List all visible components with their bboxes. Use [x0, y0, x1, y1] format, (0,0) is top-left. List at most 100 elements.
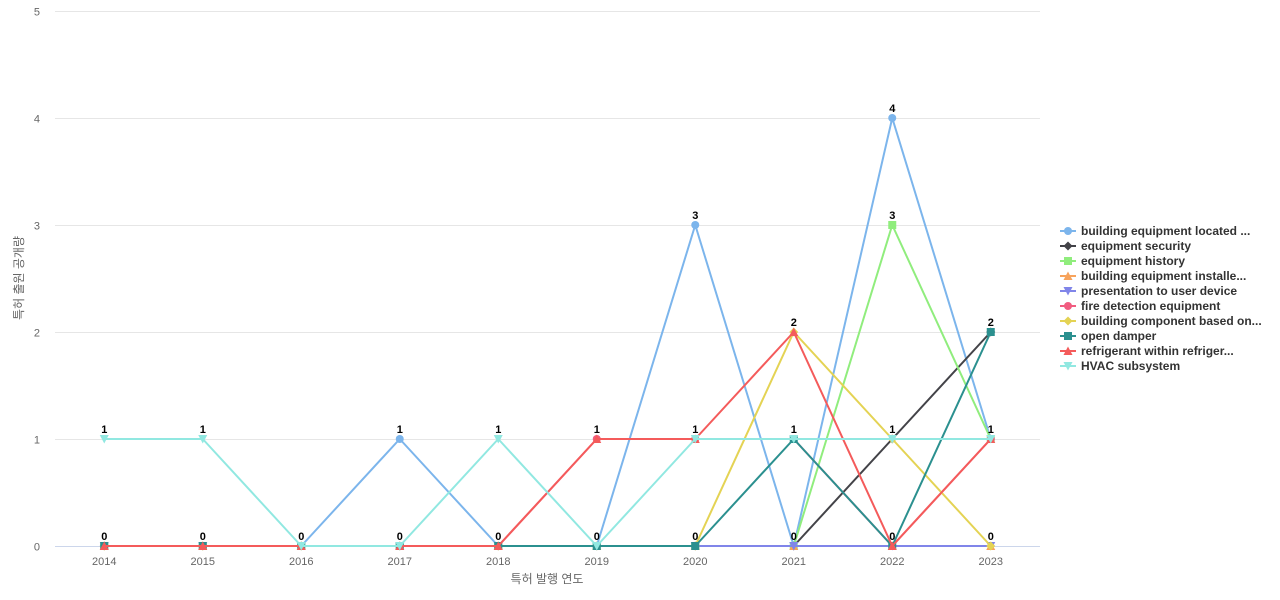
legend-item: HVAC subsystem [1060, 359, 1180, 373]
data-label: 0 [988, 531, 994, 543]
data-point [986, 328, 995, 336]
data-label: 3 [889, 210, 895, 222]
y-axis-title: 특허 출원 공개량 [12, 236, 26, 320]
y-tick-label: 1 [34, 435, 40, 447]
data-point [592, 434, 602, 443]
data-label: 1 [594, 424, 600, 436]
data-label: 0 [397, 531, 403, 543]
data-point [395, 542, 405, 551]
series-lines [99, 114, 996, 551]
data-label: 3 [692, 210, 698, 222]
legend-marker [1064, 257, 1072, 265]
legend-label: HVAC subsystem [1081, 359, 1180, 373]
data-point [789, 327, 799, 336]
data-point [198, 541, 208, 550]
legend: building equipment located ...equipment … [1060, 224, 1262, 373]
data-label: 1 [101, 424, 107, 436]
legend-item: presentation to user device [1060, 284, 1237, 298]
data-point [99, 541, 109, 550]
data-label: 0 [495, 531, 501, 543]
x-tick-label: 2023 [979, 556, 1003, 568]
data-point [690, 435, 700, 444]
legend-item: building component based on... [1060, 314, 1262, 328]
data-point [198, 435, 208, 444]
legend-item: equipment history [1060, 254, 1185, 268]
y-axis-ticks: 0 1 2 3 4 5 [34, 7, 40, 554]
data-point [986, 435, 996, 444]
data-point [493, 435, 503, 444]
legend-marker [1064, 302, 1072, 310]
data-labels: 1 0 1 0 0 1 0 1 0 1 0 3 0 2 0 4 0 2 0 1 1 3 1 1 [101, 103, 994, 543]
legend-marker [1063, 287, 1073, 296]
x-tick-label: 2017 [388, 556, 412, 568]
data-point [789, 435, 799, 444]
data-label: 0 [298, 531, 304, 543]
legend-marker [1063, 346, 1073, 355]
x-axis-title: 특허 발행 연도 [511, 571, 584, 586]
legend-marker [1064, 332, 1072, 340]
data-point [888, 114, 897, 122]
legend-item: equipment security [1060, 239, 1191, 253]
data-label: 2 [791, 317, 797, 329]
data-label: 1 [200, 424, 206, 436]
x-tick-label: 2021 [782, 556, 806, 568]
data-point [493, 541, 503, 550]
data-label: 0 [200, 531, 206, 543]
legend-item: open damper [1060, 329, 1157, 343]
legend-label: equipment history [1081, 254, 1185, 268]
y-tick-label: 5 [34, 7, 40, 19]
legend-label: building component based on... [1081, 314, 1262, 328]
legend-label: building equipment installe... [1081, 269, 1246, 283]
data-point [887, 435, 897, 444]
data-label: 1 [692, 424, 698, 436]
legend-label: refrigerant within refriger... [1081, 344, 1234, 358]
legend-item: building equipment located ... [1060, 224, 1250, 238]
data-point [789, 542, 799, 551]
data-point [691, 221, 700, 229]
legend-marker [1064, 227, 1072, 235]
data-label: 4 [889, 103, 896, 115]
series-2 [100, 221, 995, 550]
y-tick-label: 0 [34, 542, 40, 554]
legend-item: refrigerant within refriger... [1060, 344, 1234, 358]
y-tick-label: 3 [34, 221, 40, 233]
data-label: 1 [889, 424, 895, 436]
x-tick-label: 2018 [486, 556, 510, 568]
data-point [691, 542, 700, 550]
data-point [296, 542, 306, 551]
y-tick-label: 2 [34, 328, 40, 340]
x-tick-label: 2020 [683, 556, 707, 568]
data-label: 1 [988, 424, 994, 436]
x-tick-label: 2015 [191, 556, 215, 568]
legend-item: fire detection equipment [1060, 299, 1220, 313]
legend-marker [1063, 362, 1073, 371]
data-label: 0 [889, 531, 895, 543]
data-point [887, 541, 897, 550]
legend-marker [1063, 316, 1073, 326]
data-label: 2 [988, 317, 994, 329]
data-label: 1 [495, 424, 501, 436]
data-point [592, 542, 602, 551]
data-point [395, 435, 404, 443]
data-label: 0 [692, 531, 698, 543]
legend-label: building equipment located ... [1081, 224, 1250, 238]
legend-marker [1063, 271, 1073, 280]
series-9 [99, 435, 996, 551]
data-label: 0 [594, 531, 600, 543]
legend-item: building equipment installe... [1060, 269, 1246, 283]
y-tick-label: 4 [34, 114, 40, 126]
legend-label: presentation to user device [1081, 284, 1237, 298]
x-tick-label: 2014 [92, 556, 116, 568]
legend-label: fire detection equipment [1081, 299, 1220, 313]
legend-marker [1063, 241, 1073, 251]
data-label: 0 [791, 531, 797, 543]
data-label: 0 [101, 531, 107, 543]
data-point [986, 541, 996, 551]
legend-label: open damper [1081, 329, 1157, 343]
x-tick-label: 2016 [289, 556, 313, 568]
series-line [103, 224, 992, 547]
x-axis-ticks: 2014 2015 2016 2017 2018 2019 2020 2021 2022 2023 [92, 556, 1003, 568]
data-point [99, 435, 109, 444]
x-tick-label: 2022 [880, 556, 904, 568]
